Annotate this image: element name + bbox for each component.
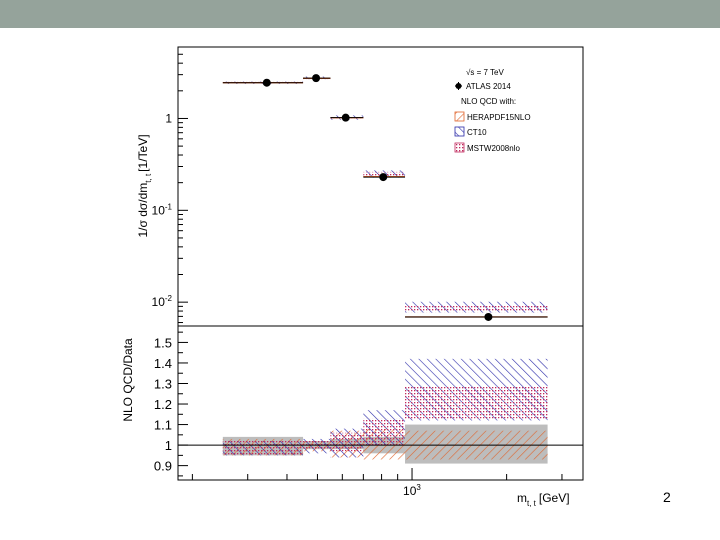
legend: √s = 7 TeV ATLAS 2014 NLO QCD with: HERA… [454,68,531,153]
top-panel-frame [177,46,584,327]
top-y-tick-label: 10-1 [152,202,173,217]
top-y-axis-label: 1/σ dσ/dmt, t[1/TeV] [136,134,153,237]
top-marks [222,74,548,321]
ratio-band-mstw-bin-0 [222,440,304,456]
legend-mstw-swatch [454,142,465,153]
legend-energy: √s = 7 TeV [466,68,504,77]
bottom-y-tick-label: 1.2 [154,397,172,412]
legend-data-label: ATLAS 2014 [466,82,511,91]
bottom-y-tick-label: 1.1 [154,418,172,433]
ratio-band-mstw-bin-2 [330,432,364,452]
ratio-band-mstw-bin-3 [363,418,406,446]
top-data-point-bin-0 [262,78,271,87]
top-y-tick-label: 10-2 [152,294,173,309]
ratio-band-mstw-bin-4 [405,385,548,419]
bottom-panel-frame [177,325,584,481]
x-major-tick-label-exp: 3 [416,483,421,492]
legend-ct10-swatch [454,126,465,137]
legend-hera-label: HERAPDF15NLO [467,113,531,122]
top-y-tick-label-exp: -1 [165,202,173,211]
slide-number: 2 [663,489,671,505]
x-major-tick-label: 103 [403,483,421,498]
bottom-y-axis: 0.9 1 1.1 1.2 1.3 1.4 1.5 [154,331,188,477]
x-axis-label: mt, t [GeV] [517,491,570,508]
x-major-tick-label-base: 10 [403,484,417,498]
top-y-tick-label-base: 10 [152,295,166,309]
bottom-y-tick-label: 1 [165,438,172,453]
legend-mstw-label: MSTW2008nlo [467,144,520,153]
bottom-y-tick-label: 0.9 [154,459,172,474]
bottom-y-tick-label: 1.4 [154,356,172,371]
legend-hera-swatch [454,111,465,122]
top-data-point-bin-2 [341,113,350,122]
top-y-axis: 110-110-2 [152,46,188,324]
legend-header: NLO QCD with: [461,97,516,106]
bottom-y-tick-label: 1.3 [154,376,172,391]
top-y-tick-label: 1 [165,111,172,125]
top-y-tick-label-exp: -2 [165,294,173,303]
top-band-mstw-bin-4 [405,305,548,313]
top-data-point-bin-4 [484,312,493,321]
bottom-y-axis-label: NLO QCD/Data [121,338,135,422]
top-y-tick-label-base: 10 [152,203,166,217]
top-y-tick-label-base: 1 [165,111,172,125]
legend-data-marker [455,83,462,89]
header-bar [0,0,720,28]
bottom-bands [222,358,548,464]
top-data-point-bin-3 [379,173,388,182]
legend-ct10-label: CT10 [467,128,487,137]
bottom-x-axis: 103 [191,468,563,498]
bottom-y-tick-label: 1.5 [154,335,172,350]
top-data-point-bin-1 [312,74,321,83]
